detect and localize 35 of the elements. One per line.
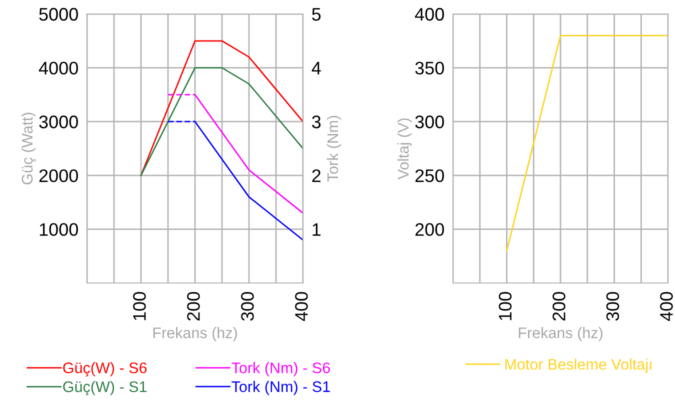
y2-tick-label: 4 (312, 62, 321, 74)
x-tick-label: 100 (133, 292, 146, 320)
y-tick-label: 250 (415, 169, 444, 182)
x-tick-label: 400 (295, 292, 308, 322)
y2-tick-label: 3 (312, 116, 321, 128)
y-axis-title: Güç (Watt) (21, 112, 36, 184)
legend-label: Motor Besleme Voltajı (505, 358, 652, 373)
line-series (140, 67, 303, 176)
y2-axis-title: Tork (Nm) (326, 116, 342, 182)
legend-label: Tork (Nm) - S6 (232, 362, 330, 376)
y-axis-title: Voltaj (V) (398, 118, 412, 180)
y2-tick-label: 5 (312, 8, 321, 21)
y-tick-label: 200 (415, 223, 444, 236)
y-tick-label: 4000 (38, 62, 78, 75)
y-tick-label: 400 (414, 8, 444, 21)
x-tick-label: 400 (660, 292, 673, 322)
y-tick-label: 1000 (40, 223, 78, 236)
x-tick-label: 300 (606, 292, 620, 321)
x-tick-label: 300 (241, 292, 254, 321)
y-tick-label: 2000 (39, 169, 78, 182)
y-tick-label: 350 (415, 62, 444, 75)
x-axis-title: Frekans (hz) (153, 327, 237, 342)
legend-label: Güç(W) - S6 (63, 362, 147, 376)
x-tick-label: 100 (498, 292, 512, 320)
y2-tick-label: 1 (312, 223, 320, 236)
line-series (140, 40, 303, 176)
x-tick-label: 200 (187, 292, 200, 321)
x-axis-title: Frekans (hz) (518, 327, 602, 342)
y2-tick-label: 2 (312, 169, 320, 182)
y-tick-label: 300 (415, 116, 444, 128)
legend-label: Güç(W) - S1 (63, 380, 147, 396)
legend-label: Tork (Nm) - S1 (232, 380, 330, 396)
y-tick-label: 5000 (39, 8, 78, 21)
x-tick-label: 200 (552, 292, 566, 321)
y-tick-label: 3000 (39, 116, 78, 128)
